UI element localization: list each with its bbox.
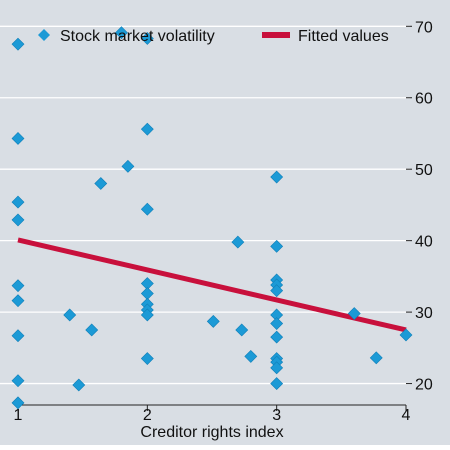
volatility-point — [94, 177, 108, 190]
volatility-point — [85, 323, 99, 337]
volatility-point — [140, 122, 154, 136]
volatility-point — [140, 308, 154, 322]
y-tick-label: 40 — [415, 234, 433, 251]
x-axis-title: Creditor rights index — [140, 424, 283, 441]
legend-volatility-marker — [38, 29, 50, 41]
volatility-point — [399, 328, 413, 342]
x-tick-label: 4 — [402, 407, 411, 424]
scatter-points — [11, 26, 413, 410]
volatility-point — [11, 279, 25, 293]
volatility-point — [369, 351, 383, 365]
volatility-point — [115, 26, 128, 40]
volatility-point — [244, 349, 258, 363]
fitted-values-line — [17, 237, 407, 333]
volatility-point — [11, 213, 25, 227]
volatility-point — [140, 352, 154, 365]
volatility-point — [11, 329, 25, 343]
volatility-point — [72, 378, 86, 392]
volatility-point — [235, 323, 249, 337]
volatility-point — [270, 284, 284, 298]
x-tick-label: 3 — [272, 407, 281, 424]
y-tick-label: 60 — [415, 91, 433, 108]
legend-fitted-label: Fitted values — [298, 28, 389, 45]
volatility-point — [11, 195, 25, 209]
x-tick-label: 2 — [143, 407, 152, 424]
y-tick-label: 30 — [415, 305, 433, 322]
volatility-point — [11, 396, 25, 410]
volatility-point — [121, 159, 135, 173]
volatility-point — [270, 361, 284, 375]
volatility-point — [11, 374, 25, 388]
volatility-point — [140, 32, 154, 45]
legend-fitted-swatch — [262, 32, 290, 38]
volatility-point — [270, 317, 284, 330]
volatility-point — [63, 308, 77, 322]
volatility-point — [140, 202, 154, 216]
volatility-point — [11, 132, 25, 145]
y-tick-label: 70 — [415, 19, 433, 36]
legend: Stock market volatility Fitted values — [38, 28, 389, 45]
volatility-point — [347, 307, 361, 320]
volatility-point — [270, 170, 284, 184]
volatility-point — [11, 37, 25, 51]
axes: 20 30 40 50 60 70 1 2 3 4 — [14, 19, 433, 424]
volatility-point — [270, 330, 284, 344]
x-tick-label: 1 — [14, 407, 23, 424]
volatility-point — [11, 294, 25, 308]
volatility-point — [270, 377, 284, 390]
volatility-point — [231, 235, 245, 249]
y-tick-label: 20 — [415, 377, 433, 394]
fitted-line-layer — [17, 237, 407, 333]
volatility-point — [270, 239, 284, 253]
legend-volatility-label: Stock market volatility — [60, 28, 215, 45]
y-tick-label: 50 — [415, 162, 433, 179]
volatility-point — [206, 314, 220, 328]
